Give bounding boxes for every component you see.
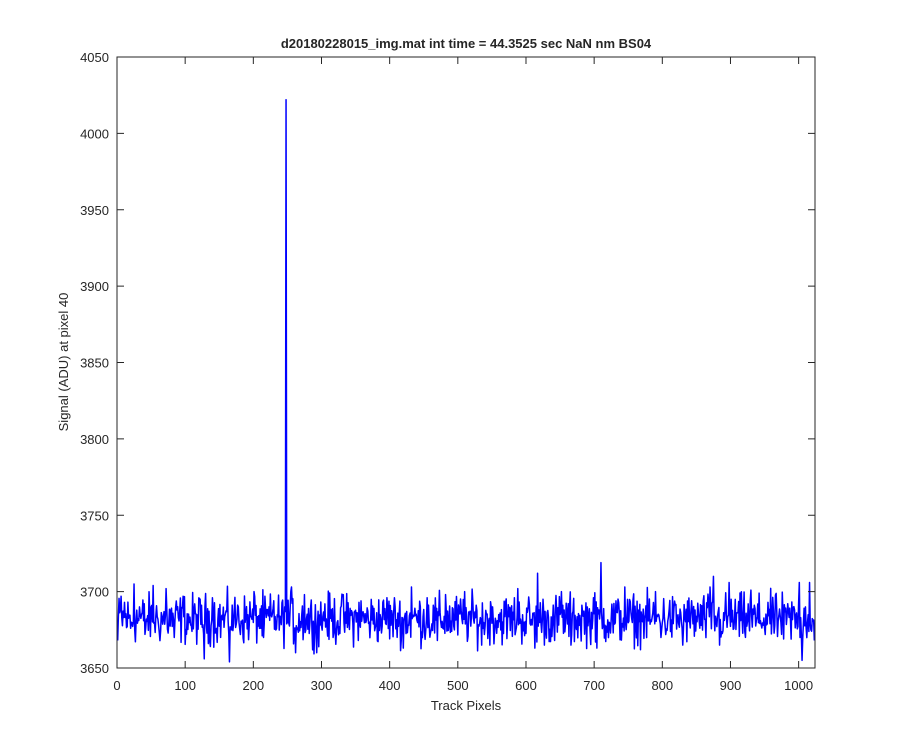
y-tick-label: 3700 [80,585,109,600]
series-layer [116,99,816,663]
y-tick-label: 3950 [80,203,109,218]
x-tick-label: 500 [447,678,469,693]
chart-title: d20180228015_img.mat int time = 44.3525 … [281,36,652,51]
y-tick-label: 3750 [80,508,109,523]
series-line [116,99,816,663]
x-tick-label: 600 [515,678,537,693]
y-tick-label: 3650 [80,661,109,676]
y-tick-label: 3800 [80,432,109,447]
y-tick-label: 3900 [80,279,109,294]
x-tick-label: 100 [174,678,196,693]
x-tick-label: 400 [379,678,401,693]
y-tick-label: 4000 [80,126,109,141]
y-tick-label: 4050 [80,50,109,65]
x-tick-label: 800 [651,678,673,693]
x-axis-label: Track Pixels [431,698,502,713]
x-tick-label: 0 [113,678,120,693]
x-tick-label: 300 [311,678,333,693]
axes-layer: 0 100 200 300 400 500 600 700 800 900 1000 3650 3700… [80,50,816,693]
x-tick-label: 900 [720,678,742,693]
x-tick-label: 1000 [784,678,813,693]
plot-area [117,57,815,668]
y-axis-label: Signal (ADU) at pixel 40 [56,293,71,432]
x-tick-label: 200 [242,678,264,693]
y-tick-label: 3850 [80,356,109,371]
x-tick-label: 700 [583,678,605,693]
